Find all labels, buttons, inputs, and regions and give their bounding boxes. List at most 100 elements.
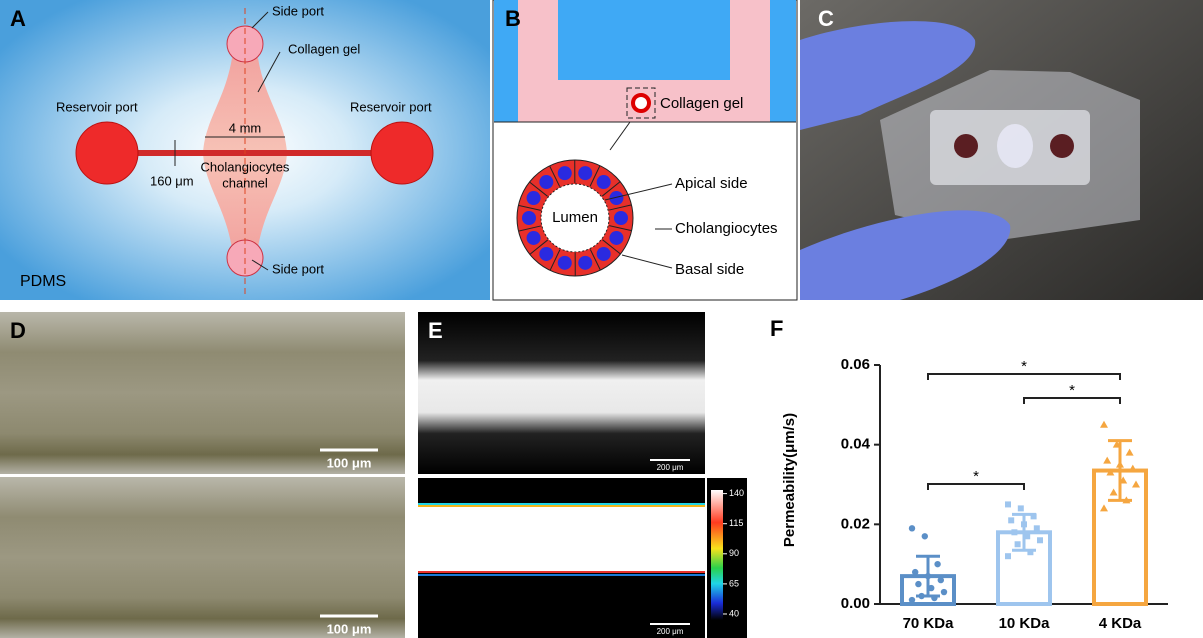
nucleus <box>539 175 553 189</box>
data-point <box>938 577 944 583</box>
label: 4 mm <box>229 120 262 135</box>
data-point <box>1116 461 1124 468</box>
colorbar-tick-label: 140 <box>729 488 744 498</box>
reservoir <box>76 122 138 184</box>
panel-label: B <box>505 6 521 31</box>
significance-label: * <box>1021 358 1027 375</box>
data-point <box>1129 465 1137 472</box>
label: Reservoir port <box>56 99 138 114</box>
panel-a: A Side port Collagen gel Reservoir port … <box>0 0 490 300</box>
pdms <box>558 0 730 80</box>
heatmap-band <box>418 507 705 571</box>
data-point <box>918 593 924 599</box>
nucleus <box>527 191 541 205</box>
data-point <box>1005 553 1011 559</box>
data-point <box>1126 449 1134 456</box>
colorbar-tick-label: 90 <box>729 548 739 558</box>
data-point <box>915 581 921 587</box>
fluorescence-image <box>418 312 705 474</box>
scale-label: 100 μm <box>327 621 372 636</box>
colorbar-tick-label: 115 <box>729 518 743 528</box>
nucleus <box>539 247 553 261</box>
data-point <box>931 595 937 601</box>
colorbar-tick-label: 65 <box>729 578 739 588</box>
label: 160 μm <box>150 173 194 188</box>
nucleus <box>597 247 611 261</box>
data-point <box>1024 533 1030 539</box>
reservoir <box>1050 134 1074 158</box>
data-point <box>1034 525 1040 531</box>
data-point <box>925 573 931 579</box>
nucleus <box>578 166 592 180</box>
nucleus <box>558 256 572 270</box>
panel-e: 200 μm 200 μm 140 115 90 65 40 E <box>418 312 747 638</box>
label: Side port <box>272 261 324 276</box>
lumen-icon <box>633 95 649 111</box>
data-point <box>1027 549 1033 555</box>
panel-b: B Collagen gel Lumen Apical side Cholang… <box>493 0 797 300</box>
label: Apical side <box>675 175 748 192</box>
y-axis-label: Permeability(μm/s) <box>781 413 798 547</box>
x-tick-label: 4 KDa <box>1099 615 1142 632</box>
x-tick-label: 10 KDa <box>999 615 1051 632</box>
data-point <box>912 569 918 575</box>
data-point <box>1011 529 1017 535</box>
channel <box>130 150 375 156</box>
nucleus <box>522 211 536 225</box>
data-point <box>934 561 940 567</box>
data-point <box>909 597 915 603</box>
significance-label: * <box>1069 382 1075 399</box>
y-tick-label: 0.04 <box>841 436 871 453</box>
figure: A Side port Collagen gel Reservoir port … <box>0 0 1203 638</box>
panel-label: E <box>428 318 443 343</box>
label: Side port <box>272 3 324 18</box>
data-point <box>928 585 934 591</box>
data-point <box>1005 501 1011 507</box>
nucleus <box>609 231 623 245</box>
panel-label: D <box>10 318 26 343</box>
data-point <box>1021 521 1027 527</box>
panel-label: C <box>818 6 834 31</box>
x-tick-label: 70 KDa <box>903 615 955 632</box>
scale-label: 100 μm <box>327 455 372 470</box>
scale-label: 200 μm <box>657 627 684 636</box>
panel-label: A <box>10 6 26 31</box>
data-point <box>1015 541 1021 547</box>
colorbar <box>711 490 723 620</box>
gel <box>997 124 1033 168</box>
micrograph <box>0 477 405 638</box>
nucleus <box>527 231 541 245</box>
data-point <box>922 533 928 539</box>
data-point <box>941 589 947 595</box>
panel-f: F Permeability(μm/s) 0.00 0.02 0.04 0.06 70 … <box>770 316 1168 632</box>
label: channel <box>222 175 268 190</box>
nucleus <box>578 256 592 270</box>
data-point <box>1100 421 1108 428</box>
label: Lumen <box>552 209 598 226</box>
data-point <box>909 525 915 531</box>
data-point <box>1031 513 1037 519</box>
label: PDMS <box>20 273 66 290</box>
nucleus <box>558 166 572 180</box>
label: Reservoir port <box>350 99 432 114</box>
label: Collagen gel <box>660 95 743 112</box>
data-point <box>1008 517 1014 523</box>
nucleus <box>597 175 611 189</box>
y-tick-label: 0.06 <box>841 356 870 373</box>
scale-label: 200 μm <box>657 463 684 472</box>
label: Cholangiocytes <box>675 220 778 237</box>
data-point <box>1018 505 1024 511</box>
label: Cholangiocytes <box>201 159 290 174</box>
reservoir <box>954 134 978 158</box>
data-point <box>1037 537 1043 543</box>
label: Collagen gel <box>288 41 360 56</box>
label: Basal side <box>675 261 744 278</box>
data-point <box>1103 457 1111 464</box>
y-tick-label: 0.00 <box>841 595 870 612</box>
y-tick-label: 0.02 <box>841 515 870 532</box>
reservoir <box>371 122 433 184</box>
colorbar-tick-label: 40 <box>729 608 739 618</box>
panel-label: F <box>770 316 783 341</box>
panel-c: C <box>800 0 1203 300</box>
nucleus <box>614 211 628 225</box>
